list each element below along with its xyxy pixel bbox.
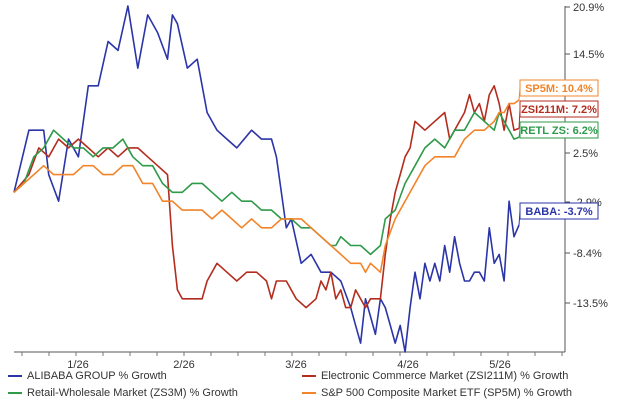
legend-item-ecommerce: Electronic Commerce Market (ZSI211M) % G…: [302, 370, 568, 382]
end-label-alibaba: BABA: -3.7%: [525, 206, 592, 218]
y-tick-label: -8.4%: [573, 248, 602, 260]
y-tick-label: 14.5%: [573, 49, 604, 61]
series-line-ecommerce: [13, 85, 520, 309]
end-label-retail: RETL ZS: 6.2%: [520, 125, 598, 137]
legend-item-sp500: S&P 500 Composite Market ETF (SP5M) % Gr…: [302, 387, 572, 399]
series-line-sp500: [13, 99, 520, 273]
x-tick-label: 2/26: [173, 359, 194, 371]
y-tick-label: 20.9%: [573, 2, 604, 14]
end-label-sp500: SP5M: 10.4%: [525, 83, 593, 95]
legend-swatch-sp500: [302, 392, 316, 394]
y-tick-label: 2.5%: [573, 148, 598, 160]
x-tick-label: 4/26: [397, 359, 418, 371]
end-label-box-alibaba: [519, 202, 599, 220]
series-line-retail: [13, 111, 520, 256]
x-tick-label: 3/26: [285, 359, 306, 371]
end-label-ecommerce: ZSI211M: 7.2%: [521, 104, 597, 116]
chart-legend: ALIBABA GROUP % Growth Electronic Commer…: [0, 369, 620, 401]
end-label-box-sp500: [519, 79, 599, 97]
legend-swatch-alibaba: [8, 375, 22, 377]
y-tick-label: -13.5%: [573, 298, 608, 310]
legend-swatch-retail: [8, 392, 22, 394]
end-labels: BABA: -3.7% ZSI211M: 7.2% RETL ZS: 6.2% SP5…: [518, 79, 599, 226]
series-line-alibaba: [13, 5, 520, 353]
series-lines: [13, 5, 520, 353]
x-tick-label: 5/26: [489, 359, 510, 371]
end-label-box-ecommerce: [519, 100, 599, 118]
end-label-box-retail: [519, 121, 599, 139]
legend-label-retail: Retail-Wholesale Market (ZS3M) % Growth: [27, 387, 238, 399]
legend-item-alibaba: ALIBABA GROUP % Growth: [8, 370, 167, 382]
legend-label-alibaba: ALIBABA GROUP % Growth: [27, 370, 167, 382]
legend-swatch-ecommerce: [302, 375, 316, 377]
legend-item-retail: Retail-Wholesale Market (ZS3M) % Growth: [8, 387, 238, 399]
legend-label-ecommerce: Electronic Commerce Market (ZSI211M) % G…: [321, 370, 569, 382]
legend-label-sp500: S&P 500 Composite Market ETF (SP5M) % Gr…: [321, 387, 573, 399]
x-tick-label: 1/26: [67, 359, 88, 371]
axes: 20.9%14.5%8.3%2.5%-2.9%-8.4%-13.5%1/262/…: [14, 2, 608, 371]
